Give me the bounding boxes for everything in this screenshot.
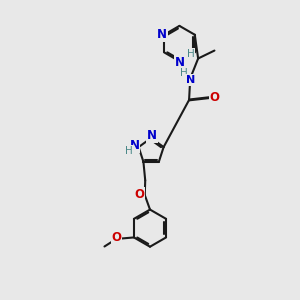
Text: O: O <box>210 91 220 104</box>
Text: N: N <box>175 56 185 69</box>
Text: H: H <box>187 49 195 58</box>
Text: N: N <box>130 140 140 152</box>
Text: H: H <box>125 146 133 156</box>
Text: N: N <box>147 129 157 142</box>
Text: O: O <box>134 188 144 201</box>
Text: H: H <box>179 68 187 78</box>
Text: O: O <box>112 231 122 244</box>
Text: N: N <box>186 75 195 85</box>
Text: N: N <box>157 28 167 41</box>
